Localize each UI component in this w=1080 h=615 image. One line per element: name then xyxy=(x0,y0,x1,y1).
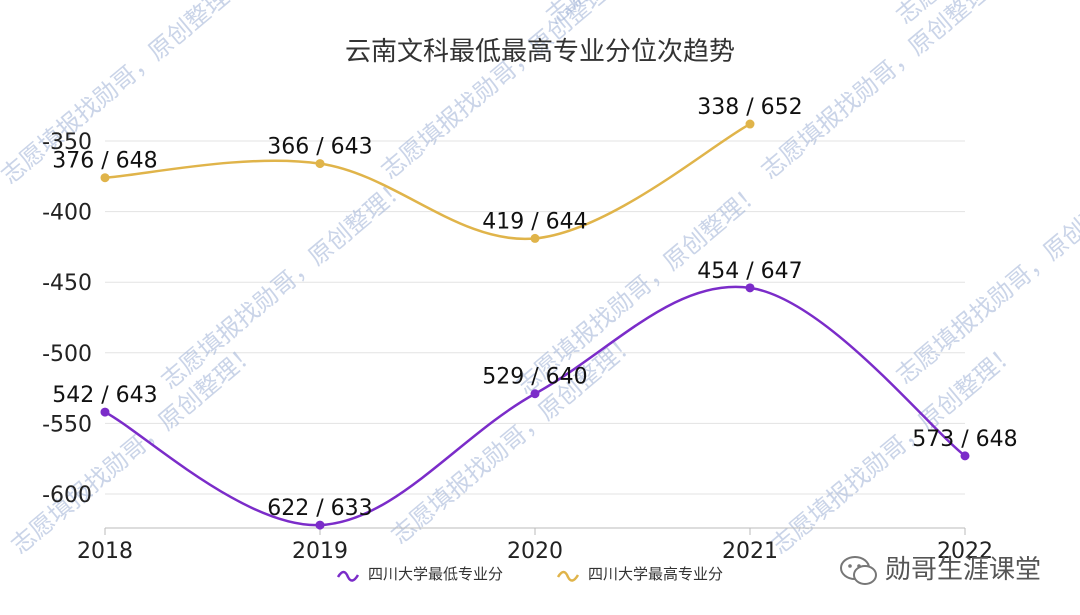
watermark-text: 志愿填报找勋哥，原创整理！ xyxy=(386,328,643,550)
watermark-text: 志愿填报找勋哥，原创整理！ xyxy=(756,0,1013,185)
x-tick-label: 2018 xyxy=(77,539,133,564)
watermark-text: 志愿填报找勋哥，原创整理！ xyxy=(376,0,633,185)
data-point xyxy=(960,451,970,461)
data-label: 454 / 647 xyxy=(697,259,802,284)
data-label: 542 / 643 xyxy=(52,383,157,408)
data-label: 529 / 640 xyxy=(482,365,587,390)
brand-text: 勋哥生涯课堂 xyxy=(885,555,1041,585)
y-tick-label: -400 xyxy=(42,201,92,226)
x-tick-label: 2022 xyxy=(937,539,993,564)
data-point xyxy=(100,173,110,183)
data-label: 622 / 633 xyxy=(267,496,372,521)
data-point xyxy=(315,520,325,530)
watermarks: 志愿填报找勋哥，原创整理！ 志愿填报找勋哥，原创整理！ 志愿填报找勋哥，原创整理！志… xyxy=(0,0,1080,560)
watermark-text: 志愿填报找勋哥，原创整理！ xyxy=(6,338,263,560)
wechat-icon xyxy=(840,556,877,585)
data-label: 338 / 652 xyxy=(697,95,802,120)
data-point xyxy=(745,119,755,129)
series-layer: 542 / 643 622 / 633 529 / 640 454 / 647 573 … xyxy=(52,95,1018,530)
data-point xyxy=(745,283,755,293)
series-line-1 xyxy=(104,122,751,241)
data-label: 366 / 643 xyxy=(267,135,372,160)
watermark-text: 志愿填报找勋哥，原创整理！ xyxy=(156,173,413,395)
x-tick-label: 2020 xyxy=(507,539,563,564)
legend-label: 四川大学最低专业分 xyxy=(368,565,503,583)
gridlines xyxy=(105,140,965,495)
data-point xyxy=(315,159,325,169)
y-tick-label: -600 xyxy=(42,483,92,508)
data-label: 573 / 648 xyxy=(912,427,1017,452)
y-axis-ticks: -350 -400 -450 -500 -550 -600 xyxy=(42,130,92,508)
x-axis: 2018 2019 2020 2021 2022 xyxy=(77,527,993,564)
y-tick-label: -450 xyxy=(42,271,92,296)
legend-swatch xyxy=(336,570,360,582)
legend-swatch xyxy=(556,570,580,582)
data-label: 419 / 644 xyxy=(482,209,587,234)
legend: 四川大学最低专业分 四川大学最高专业分 xyxy=(336,565,723,583)
legend-label: 四川大学最高专业分 xyxy=(588,565,723,583)
y-tick-label: -550 xyxy=(42,412,92,437)
chart-title: 云南文科最低最高专业分位次趋势 xyxy=(345,37,735,67)
x-tick-label: 2019 xyxy=(292,539,348,564)
y-tick-label: -500 xyxy=(42,342,92,367)
y-tick-label: -350 xyxy=(42,130,92,155)
data-point xyxy=(100,407,110,417)
data-label: 376 / 648 xyxy=(52,149,157,174)
x-tick-label: 2021 xyxy=(722,539,778,564)
data-point xyxy=(530,389,540,399)
brand-mark: 勋哥生涯课堂 xyxy=(840,555,1041,585)
data-point xyxy=(530,233,540,243)
